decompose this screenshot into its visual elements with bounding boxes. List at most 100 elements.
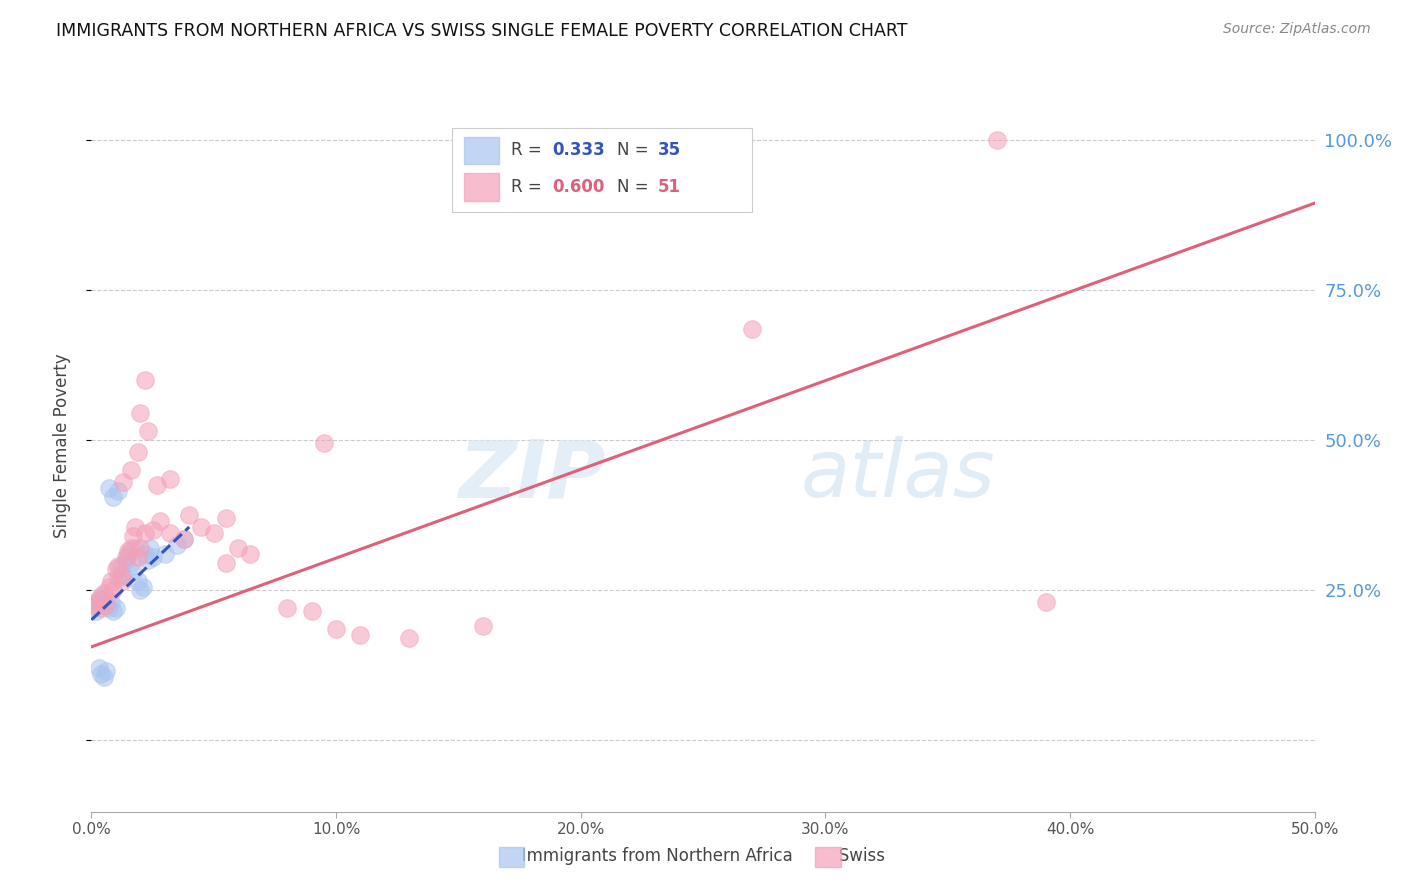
Point bbox=[110, 558, 132, 573]
Point bbox=[301, 604, 323, 618]
Point bbox=[93, 670, 115, 684]
Point bbox=[129, 541, 152, 555]
Point bbox=[97, 600, 120, 615]
Text: 0.333: 0.333 bbox=[553, 142, 606, 160]
Point bbox=[215, 556, 238, 570]
Bar bbox=[464, 136, 499, 164]
Point bbox=[120, 541, 142, 555]
Point bbox=[557, 133, 579, 147]
Point bbox=[146, 478, 169, 492]
Point bbox=[202, 525, 225, 540]
Text: N =: N = bbox=[617, 178, 654, 196]
Point bbox=[276, 600, 298, 615]
Point bbox=[239, 547, 262, 561]
Point bbox=[173, 532, 195, 546]
Text: Swiss: Swiss bbox=[823, 847, 884, 865]
Point bbox=[103, 582, 125, 597]
Point bbox=[83, 600, 105, 615]
Text: IMMIGRANTS FROM NORTHERN AFRICA VS SWISS SINGLE FEMALE POVERTY CORRELATION CHART: IMMIGRANTS FROM NORTHERN AFRICA VS SWISS… bbox=[56, 22, 908, 40]
Point bbox=[112, 475, 135, 489]
Point bbox=[149, 514, 172, 528]
Point bbox=[94, 598, 117, 612]
Point bbox=[190, 520, 212, 534]
Point bbox=[100, 574, 122, 588]
Text: 0.600: 0.600 bbox=[553, 178, 605, 196]
Point bbox=[84, 595, 107, 609]
Text: 35: 35 bbox=[658, 142, 681, 160]
Point bbox=[107, 483, 129, 498]
Point bbox=[94, 598, 117, 612]
Point bbox=[117, 547, 139, 561]
Point bbox=[471, 619, 494, 633]
Point bbox=[117, 544, 139, 558]
Point bbox=[159, 472, 181, 486]
Point bbox=[120, 463, 142, 477]
Point bbox=[114, 553, 136, 567]
Point bbox=[127, 574, 149, 588]
Point bbox=[134, 547, 156, 561]
Text: R =: R = bbox=[510, 178, 547, 196]
Point bbox=[120, 556, 142, 570]
Point bbox=[139, 541, 162, 555]
Point bbox=[103, 490, 125, 504]
Point bbox=[93, 591, 115, 606]
Bar bbox=[464, 173, 499, 201]
Point bbox=[103, 604, 125, 618]
Point bbox=[1035, 595, 1057, 609]
Point bbox=[134, 525, 156, 540]
Point bbox=[741, 322, 763, 336]
Point bbox=[90, 600, 112, 615]
Point bbox=[986, 133, 1008, 147]
Point bbox=[127, 445, 149, 459]
Point bbox=[173, 532, 195, 546]
Point bbox=[127, 549, 149, 564]
Point bbox=[136, 424, 159, 438]
Point bbox=[87, 661, 110, 675]
Point bbox=[114, 549, 136, 564]
Point bbox=[134, 373, 156, 387]
Point bbox=[97, 580, 120, 594]
Text: atlas: atlas bbox=[801, 436, 995, 515]
Point bbox=[87, 591, 110, 606]
Y-axis label: Single Female Poverty: Single Female Poverty bbox=[52, 354, 70, 538]
Text: R =: R = bbox=[510, 142, 547, 160]
Text: N =: N = bbox=[617, 142, 654, 160]
Point bbox=[100, 595, 122, 609]
FancyBboxPatch shape bbox=[453, 128, 752, 212]
Point bbox=[87, 595, 110, 609]
Text: ZIP: ZIP bbox=[458, 436, 605, 515]
Point bbox=[107, 558, 129, 573]
Point bbox=[166, 538, 188, 552]
Point bbox=[124, 541, 146, 555]
Point bbox=[215, 511, 238, 525]
Text: Immigrants from Northern Africa: Immigrants from Northern Africa bbox=[506, 847, 793, 865]
Point bbox=[122, 565, 145, 579]
Point bbox=[325, 622, 347, 636]
Point bbox=[153, 547, 176, 561]
Point bbox=[110, 568, 132, 582]
Text: 51: 51 bbox=[658, 178, 681, 196]
Point bbox=[124, 520, 146, 534]
Point bbox=[398, 631, 420, 645]
Point bbox=[90, 589, 112, 603]
Point bbox=[122, 529, 145, 543]
Point bbox=[104, 562, 127, 576]
Point bbox=[141, 549, 163, 564]
Point bbox=[84, 604, 107, 618]
Point bbox=[112, 574, 135, 588]
Point bbox=[129, 582, 152, 597]
Point bbox=[94, 664, 117, 678]
Point bbox=[136, 553, 159, 567]
Point bbox=[104, 600, 127, 615]
Point bbox=[312, 436, 335, 450]
Point bbox=[132, 580, 155, 594]
Point bbox=[129, 406, 152, 420]
Point bbox=[97, 481, 120, 495]
Point bbox=[226, 541, 249, 555]
Text: Source: ZipAtlas.com: Source: ZipAtlas.com bbox=[1223, 22, 1371, 37]
Point bbox=[179, 508, 201, 522]
Point bbox=[83, 598, 105, 612]
Point bbox=[93, 586, 115, 600]
Point bbox=[90, 666, 112, 681]
Point bbox=[349, 628, 371, 642]
